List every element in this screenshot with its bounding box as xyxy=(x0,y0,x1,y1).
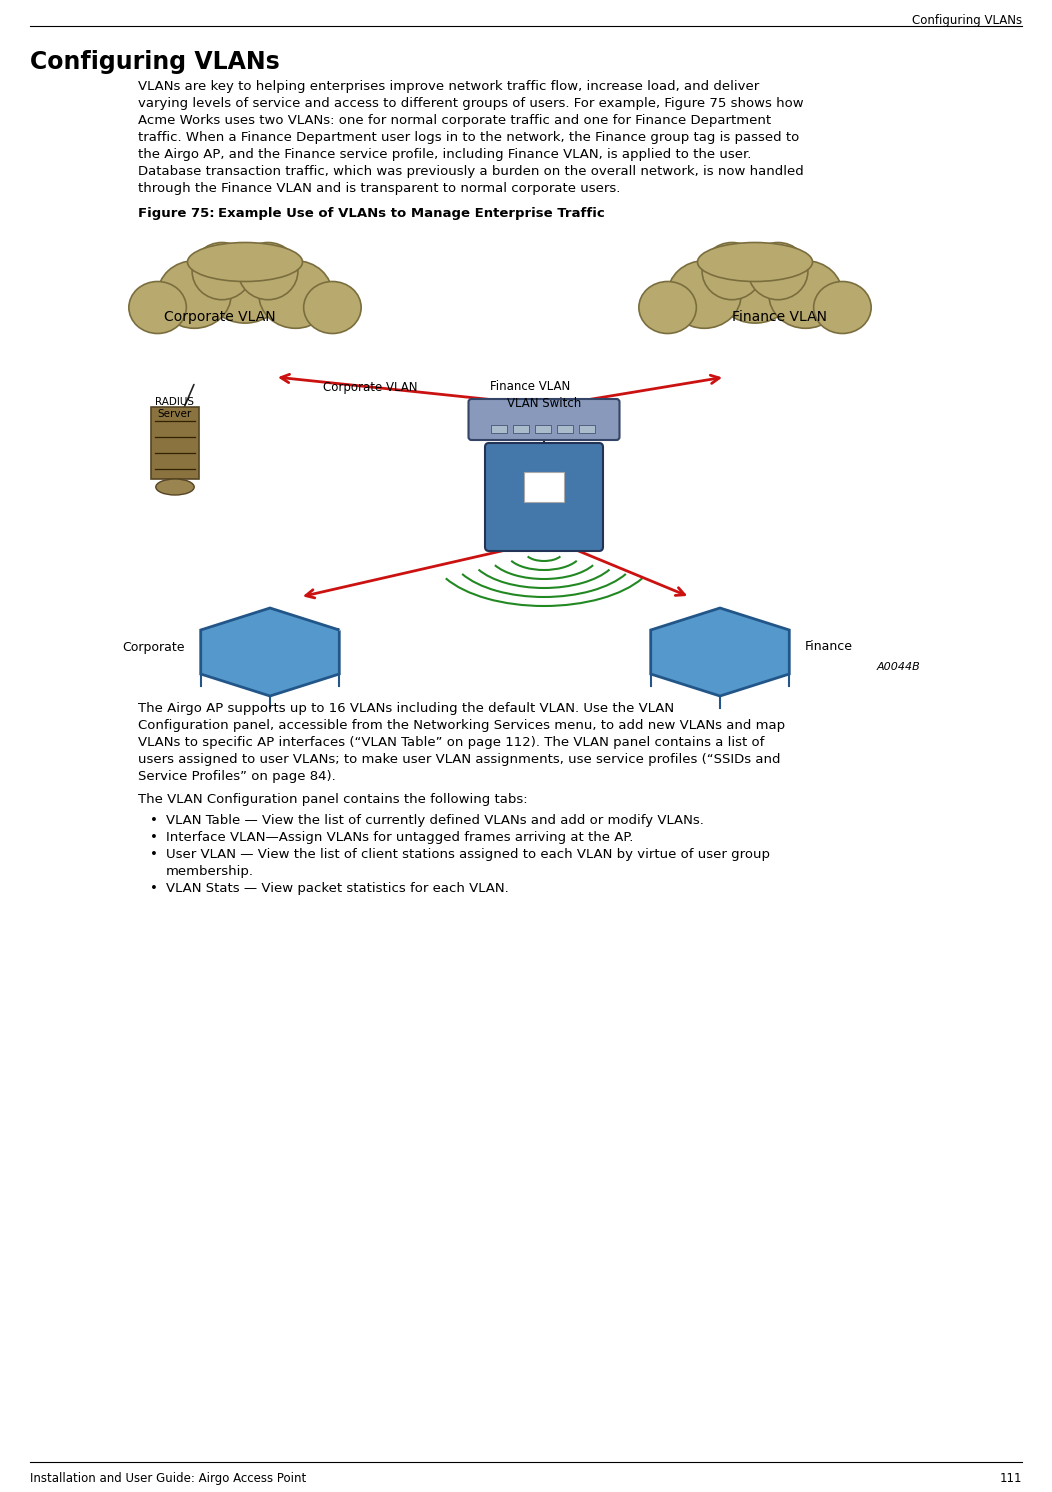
Text: Corporate VLAN: Corporate VLAN xyxy=(164,310,276,324)
Text: Database transaction traffic, which was previously a burden on the overall netwo: Database transaction traffic, which was … xyxy=(138,166,804,178)
Text: Finance VLAN: Finance VLAN xyxy=(490,380,570,394)
Bar xyxy=(491,425,507,433)
Ellipse shape xyxy=(304,282,361,334)
Bar xyxy=(557,425,573,433)
Text: VLAN Switch: VLAN Switch xyxy=(507,397,581,410)
Text: Interface VLAN—Assign VLANs for untagged frames arriving at the AP.: Interface VLAN—Assign VLANs for untagged… xyxy=(166,831,633,844)
Ellipse shape xyxy=(128,282,186,334)
Bar xyxy=(151,407,199,479)
Text: through the Finance VLAN and is transparent to normal corporate users.: through the Finance VLAN and is transpar… xyxy=(138,182,621,195)
Text: Corporate VLAN: Corporate VLAN xyxy=(323,380,418,394)
Text: VLANs to specific AP interfaces (“VLAN Table” on page 112). The VLAN panel conta: VLANs to specific AP interfaces (“VLAN T… xyxy=(138,736,765,749)
Ellipse shape xyxy=(187,243,303,282)
Text: traffic. When a Finance Department user logs in to the network, the Finance grou: traffic. When a Finance Department user … xyxy=(138,131,800,145)
Ellipse shape xyxy=(668,261,742,328)
Text: Example Use of VLANs to Manage Enterprise Traffic: Example Use of VLANs to Manage Enterpris… xyxy=(218,207,605,219)
Text: Configuration panel, accessible from the Networking Services menu, to add new VL: Configuration panel, accessible from the… xyxy=(138,719,785,733)
Text: Corporate: Corporate xyxy=(122,640,185,653)
Text: A0044B: A0044B xyxy=(876,662,920,671)
Bar xyxy=(535,425,551,433)
Text: users assigned to user VLANs; to make user VLAN assignments, use service profile: users assigned to user VLANs; to make us… xyxy=(138,753,781,765)
Text: Finance VLAN: Finance VLAN xyxy=(732,310,828,324)
Text: VLAN Table — View the list of currently defined VLANs and add or modify VLANs.: VLAN Table — View the list of currently … xyxy=(166,815,704,827)
Text: The VLAN Configuration panel contains the following tabs:: The VLAN Configuration panel contains th… xyxy=(138,794,528,806)
Text: Figure 75:: Figure 75: xyxy=(138,207,215,219)
Text: VLANs are key to helping enterprises improve network traffic flow, increase load: VLANs are key to helping enterprises imp… xyxy=(138,81,760,93)
Ellipse shape xyxy=(639,282,696,334)
FancyBboxPatch shape xyxy=(485,443,603,551)
Text: Service Profiles” on page 84).: Service Profiles” on page 84). xyxy=(138,770,336,783)
Text: 111: 111 xyxy=(999,1473,1021,1485)
Ellipse shape xyxy=(702,243,762,300)
Ellipse shape xyxy=(259,261,332,328)
Ellipse shape xyxy=(697,243,812,282)
Ellipse shape xyxy=(156,479,195,495)
Text: The Airgo AP supports up to 16 VLANs including the default VLAN. Use the VLAN: The Airgo AP supports up to 16 VLANs inc… xyxy=(138,703,674,715)
Bar xyxy=(524,471,564,501)
Ellipse shape xyxy=(238,243,298,300)
Ellipse shape xyxy=(158,261,231,328)
Text: Acme Works uses two VLANs: one for normal corporate traffic and one for Finance : Acme Works uses two VLANs: one for norma… xyxy=(138,113,771,127)
Polygon shape xyxy=(651,609,789,695)
FancyBboxPatch shape xyxy=(468,398,620,440)
Ellipse shape xyxy=(769,261,843,328)
Bar xyxy=(513,425,529,433)
Text: membership.: membership. xyxy=(166,865,254,877)
Text: •: • xyxy=(150,847,158,861)
Text: the Airgo AP, and the Finance service profile, including Finance VLAN, is applie: the Airgo AP, and the Finance service pr… xyxy=(138,148,751,161)
Ellipse shape xyxy=(813,282,871,334)
Text: User VLAN — View the list of client stations assigned to each VLAN by virtue of : User VLAN — View the list of client stat… xyxy=(166,847,770,861)
Ellipse shape xyxy=(748,243,808,300)
Text: •: • xyxy=(150,815,158,827)
Polygon shape xyxy=(201,609,340,695)
Ellipse shape xyxy=(193,243,251,300)
Bar xyxy=(579,425,595,433)
Ellipse shape xyxy=(713,245,796,324)
Text: •: • xyxy=(150,882,158,895)
Text: Configuring VLANs: Configuring VLANs xyxy=(31,51,280,75)
Text: Finance: Finance xyxy=(805,640,853,653)
Text: varying levels of service and access to different groups of users. For example, : varying levels of service and access to … xyxy=(138,97,804,110)
Text: RADIUS
Server: RADIUS Server xyxy=(156,397,195,419)
Text: Installation and User Guide: Airgo Access Point: Installation and User Guide: Airgo Acces… xyxy=(31,1473,306,1485)
Ellipse shape xyxy=(204,245,286,324)
Text: VLAN Stats — View packet statistics for each VLAN.: VLAN Stats — View packet statistics for … xyxy=(166,882,509,895)
Text: •: • xyxy=(150,831,158,844)
Text: Configuring VLANs: Configuring VLANs xyxy=(912,13,1021,27)
